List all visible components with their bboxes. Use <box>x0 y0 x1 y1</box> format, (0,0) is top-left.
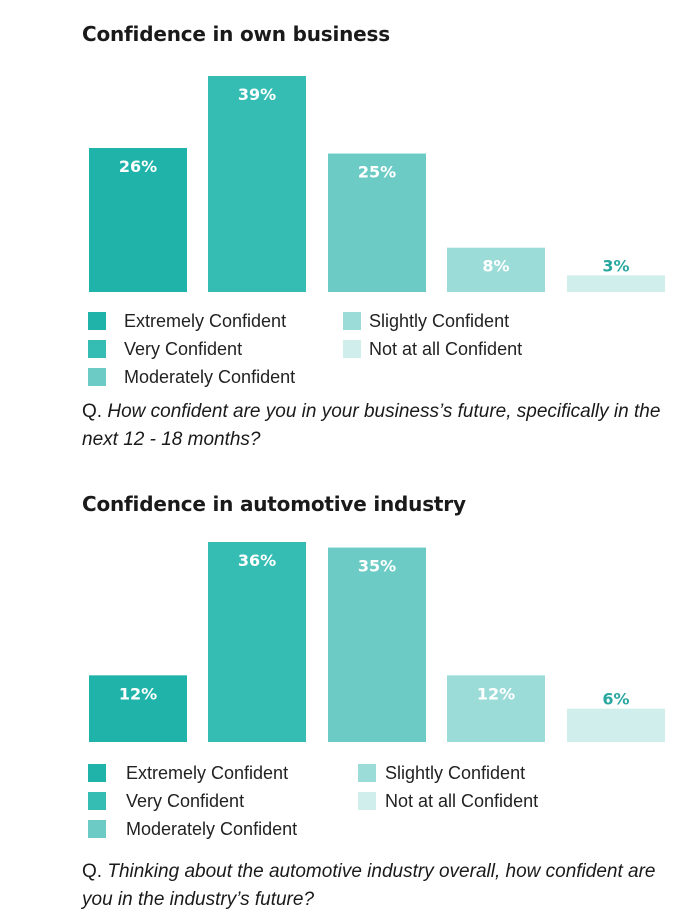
legend-swatch <box>358 792 376 810</box>
question-prefix: Q. <box>82 861 103 882</box>
data-label: 26% <box>119 157 157 176</box>
bar <box>328 547 426 742</box>
legend-swatch <box>343 312 361 330</box>
legend-item: Very Confident <box>88 790 244 812</box>
legend-label: Moderately Confident <box>124 366 296 387</box>
legend-label: Slightly Confident <box>369 310 510 331</box>
survey-question: Q. How confident are you in your busines… <box>82 398 662 454</box>
survey-question: Q. Thinking about the automotive industr… <box>82 858 662 914</box>
bar <box>567 275 665 292</box>
legend-item: Moderately Confident <box>88 818 297 840</box>
legend-swatch <box>88 792 106 810</box>
legend-label: Not at all Confident <box>385 790 539 811</box>
legend-label: Extremely Confident <box>126 762 289 783</box>
data-label: 25% <box>358 163 396 182</box>
data-label: 8% <box>482 257 509 276</box>
bar <box>208 76 306 292</box>
bar <box>208 542 306 742</box>
question-prefix: Q. <box>82 401 103 422</box>
legend-swatch <box>343 340 361 358</box>
data-label: 36% <box>238 551 276 570</box>
chart-legend: Extremely Confident Very Confident Moder… <box>88 310 648 400</box>
bar <box>89 675 187 742</box>
chart-title: Confidence in automotive industry <box>82 492 466 516</box>
legend-swatch <box>88 312 106 330</box>
data-label: 12% <box>119 684 157 703</box>
legend-label: Very Confident <box>126 790 245 811</box>
legend-item: Very Confident <box>88 338 242 360</box>
bar-chart: 12% 36% 35% 12% 6% <box>89 542 665 742</box>
bar <box>447 247 545 292</box>
data-label: 12% <box>477 684 515 703</box>
legend-label: Slightly Confident <box>385 762 526 783</box>
legend-label: Moderately Confident <box>126 818 298 839</box>
panel-own-business: Confidence in own business 26% 39% 25% 8% 3%… <box>82 22 665 454</box>
legend-item: Slightly Confident <box>343 310 509 332</box>
panel-automotive-industry: Confidence in automotive industry 12% 36%… <box>0 470 691 912</box>
legend-swatch <box>88 820 106 838</box>
data-label: 6% <box>602 690 629 709</box>
bar <box>89 148 187 292</box>
legend-item: Extremely Confident <box>88 310 286 332</box>
chart-title: Confidence in own business <box>82 22 390 46</box>
data-label: 39% <box>238 85 276 104</box>
question-text: How confident are you in your business’s… <box>82 401 661 450</box>
legend-label: Very Confident <box>124 338 243 359</box>
legend-item: Not at all Confident <box>358 790 538 812</box>
legend-swatch <box>88 368 106 386</box>
data-label: 3% <box>602 256 629 275</box>
legend-item: Moderately Confident <box>88 366 295 388</box>
bar-chart: 26% 39% 25% 8% 3% <box>89 76 665 292</box>
legend-swatch <box>88 764 106 782</box>
bar <box>567 708 665 742</box>
legend-label: Not at all Confident <box>369 338 523 359</box>
bar <box>447 675 545 742</box>
legend-item: Extremely Confident <box>88 762 288 784</box>
question-text: Thinking about the automotive industry o… <box>82 861 656 910</box>
legend-swatch <box>358 764 376 782</box>
legend-item: Not at all Confident <box>343 338 522 360</box>
data-label: 35% <box>358 557 396 576</box>
legend-label: Extremely Confident <box>124 310 287 331</box>
legend-item: Slightly Confident <box>358 762 525 784</box>
bar <box>328 153 426 292</box>
legend-swatch <box>88 340 106 358</box>
chart-legend: Extremely Confident Very Confident Moder… <box>88 762 648 852</box>
